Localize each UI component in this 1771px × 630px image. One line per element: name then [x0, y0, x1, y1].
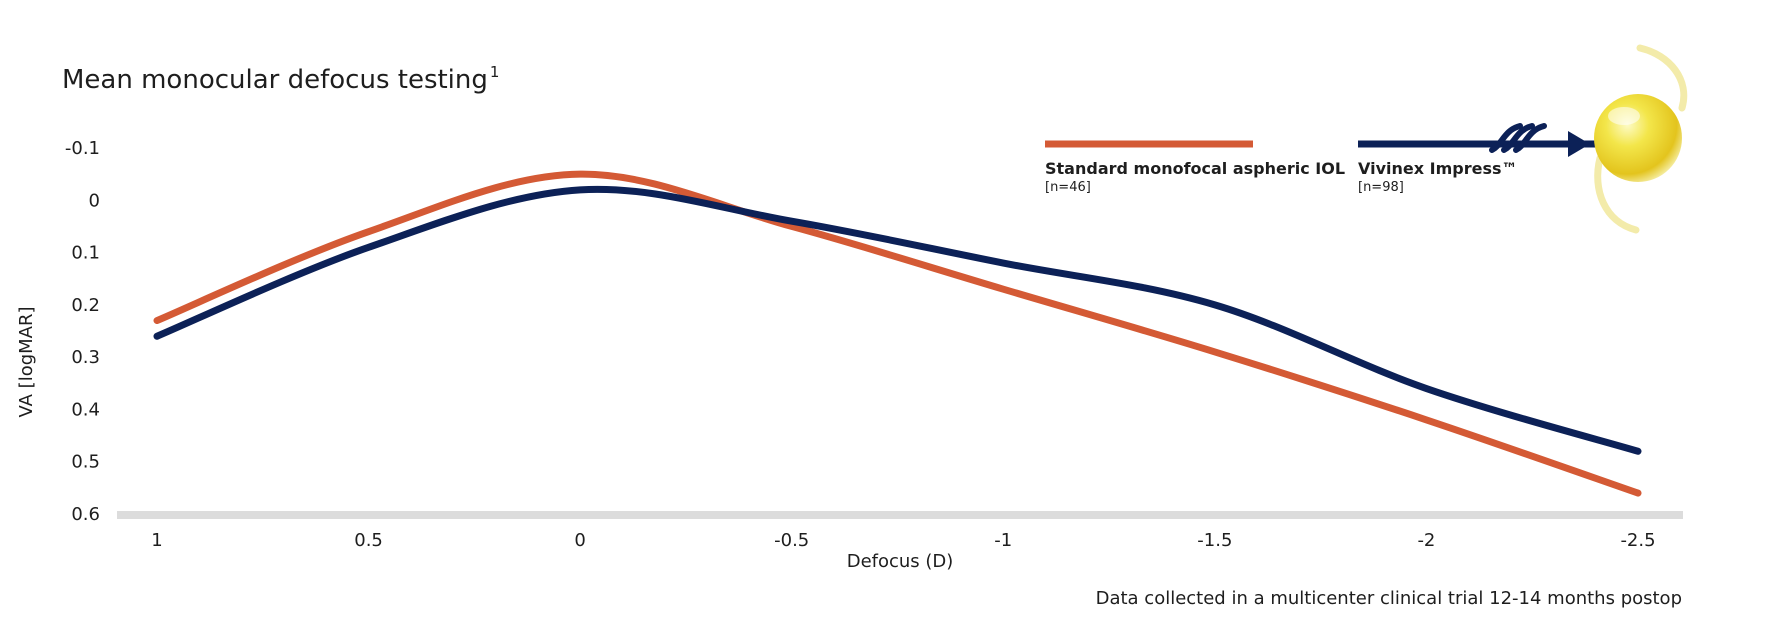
series-line-standard — [153, 170, 1642, 497]
x-tick-labels: 1 0.5 0 -0.5 -1 -1.5 -2 -2.5 — [151, 530, 1655, 551]
x-tick-label: 1 — [151, 530, 162, 551]
arrow-head-icon — [1568, 131, 1590, 157]
legend-n-vivinex: [n=98] — [1358, 180, 1404, 195]
legend-n-standard: [n=46] — [1045, 180, 1091, 195]
y-tick-label: 0 — [89, 190, 100, 211]
y-tick-label: 0.3 — [71, 347, 100, 368]
y-tick-label: -0.1 — [65, 138, 100, 159]
x-axis-baseline — [117, 511, 1683, 519]
y-tick-label: 0.1 — [71, 243, 100, 264]
intraocular-lens-icon — [1594, 44, 1688, 234]
footnote: Data collected in a multicenter clinical… — [1096, 588, 1682, 609]
x-tick-label: -0.5 — [774, 530, 809, 551]
x-tick-label: 0.5 — [354, 530, 383, 551]
y-tick-label: 0.4 — [71, 399, 100, 420]
x-tick-label: -1.5 — [1197, 530, 1232, 551]
y-axis-label: VA [logMAR] — [16, 306, 37, 417]
x-tick-label: -2 — [1417, 530, 1435, 551]
chart-title-superscript: 1 — [490, 63, 500, 81]
x-axis-label: Defocus (D) — [847, 551, 954, 572]
y-tick-label: 0.2 — [71, 295, 100, 316]
y-tick-label: 0.5 — [71, 452, 100, 473]
x-tick-label: 0 — [574, 530, 585, 551]
legend-label-standard: Standard monofocal aspheric IOL — [1045, 159, 1345, 178]
y-tick-labels: -0.1 0 0.1 0.2 0.3 0.4 0.5 0.6 — [65, 138, 100, 525]
series-line-vivinex — [153, 185, 1642, 455]
chart-title: Mean monocular defocus testing — [62, 65, 488, 95]
legend-label-vivinex: Vivinex Impress™ — [1358, 159, 1518, 178]
wave-icon — [1489, 123, 1547, 153]
y-tick-label: 0.6 — [71, 504, 100, 525]
x-tick-label: -2.5 — [1620, 530, 1655, 551]
x-tick-label: -1 — [994, 530, 1012, 551]
series-lines — [153, 170, 1642, 497]
legend: Standard monofocal aspheric IOL [n=46] V… — [1045, 44, 1688, 234]
